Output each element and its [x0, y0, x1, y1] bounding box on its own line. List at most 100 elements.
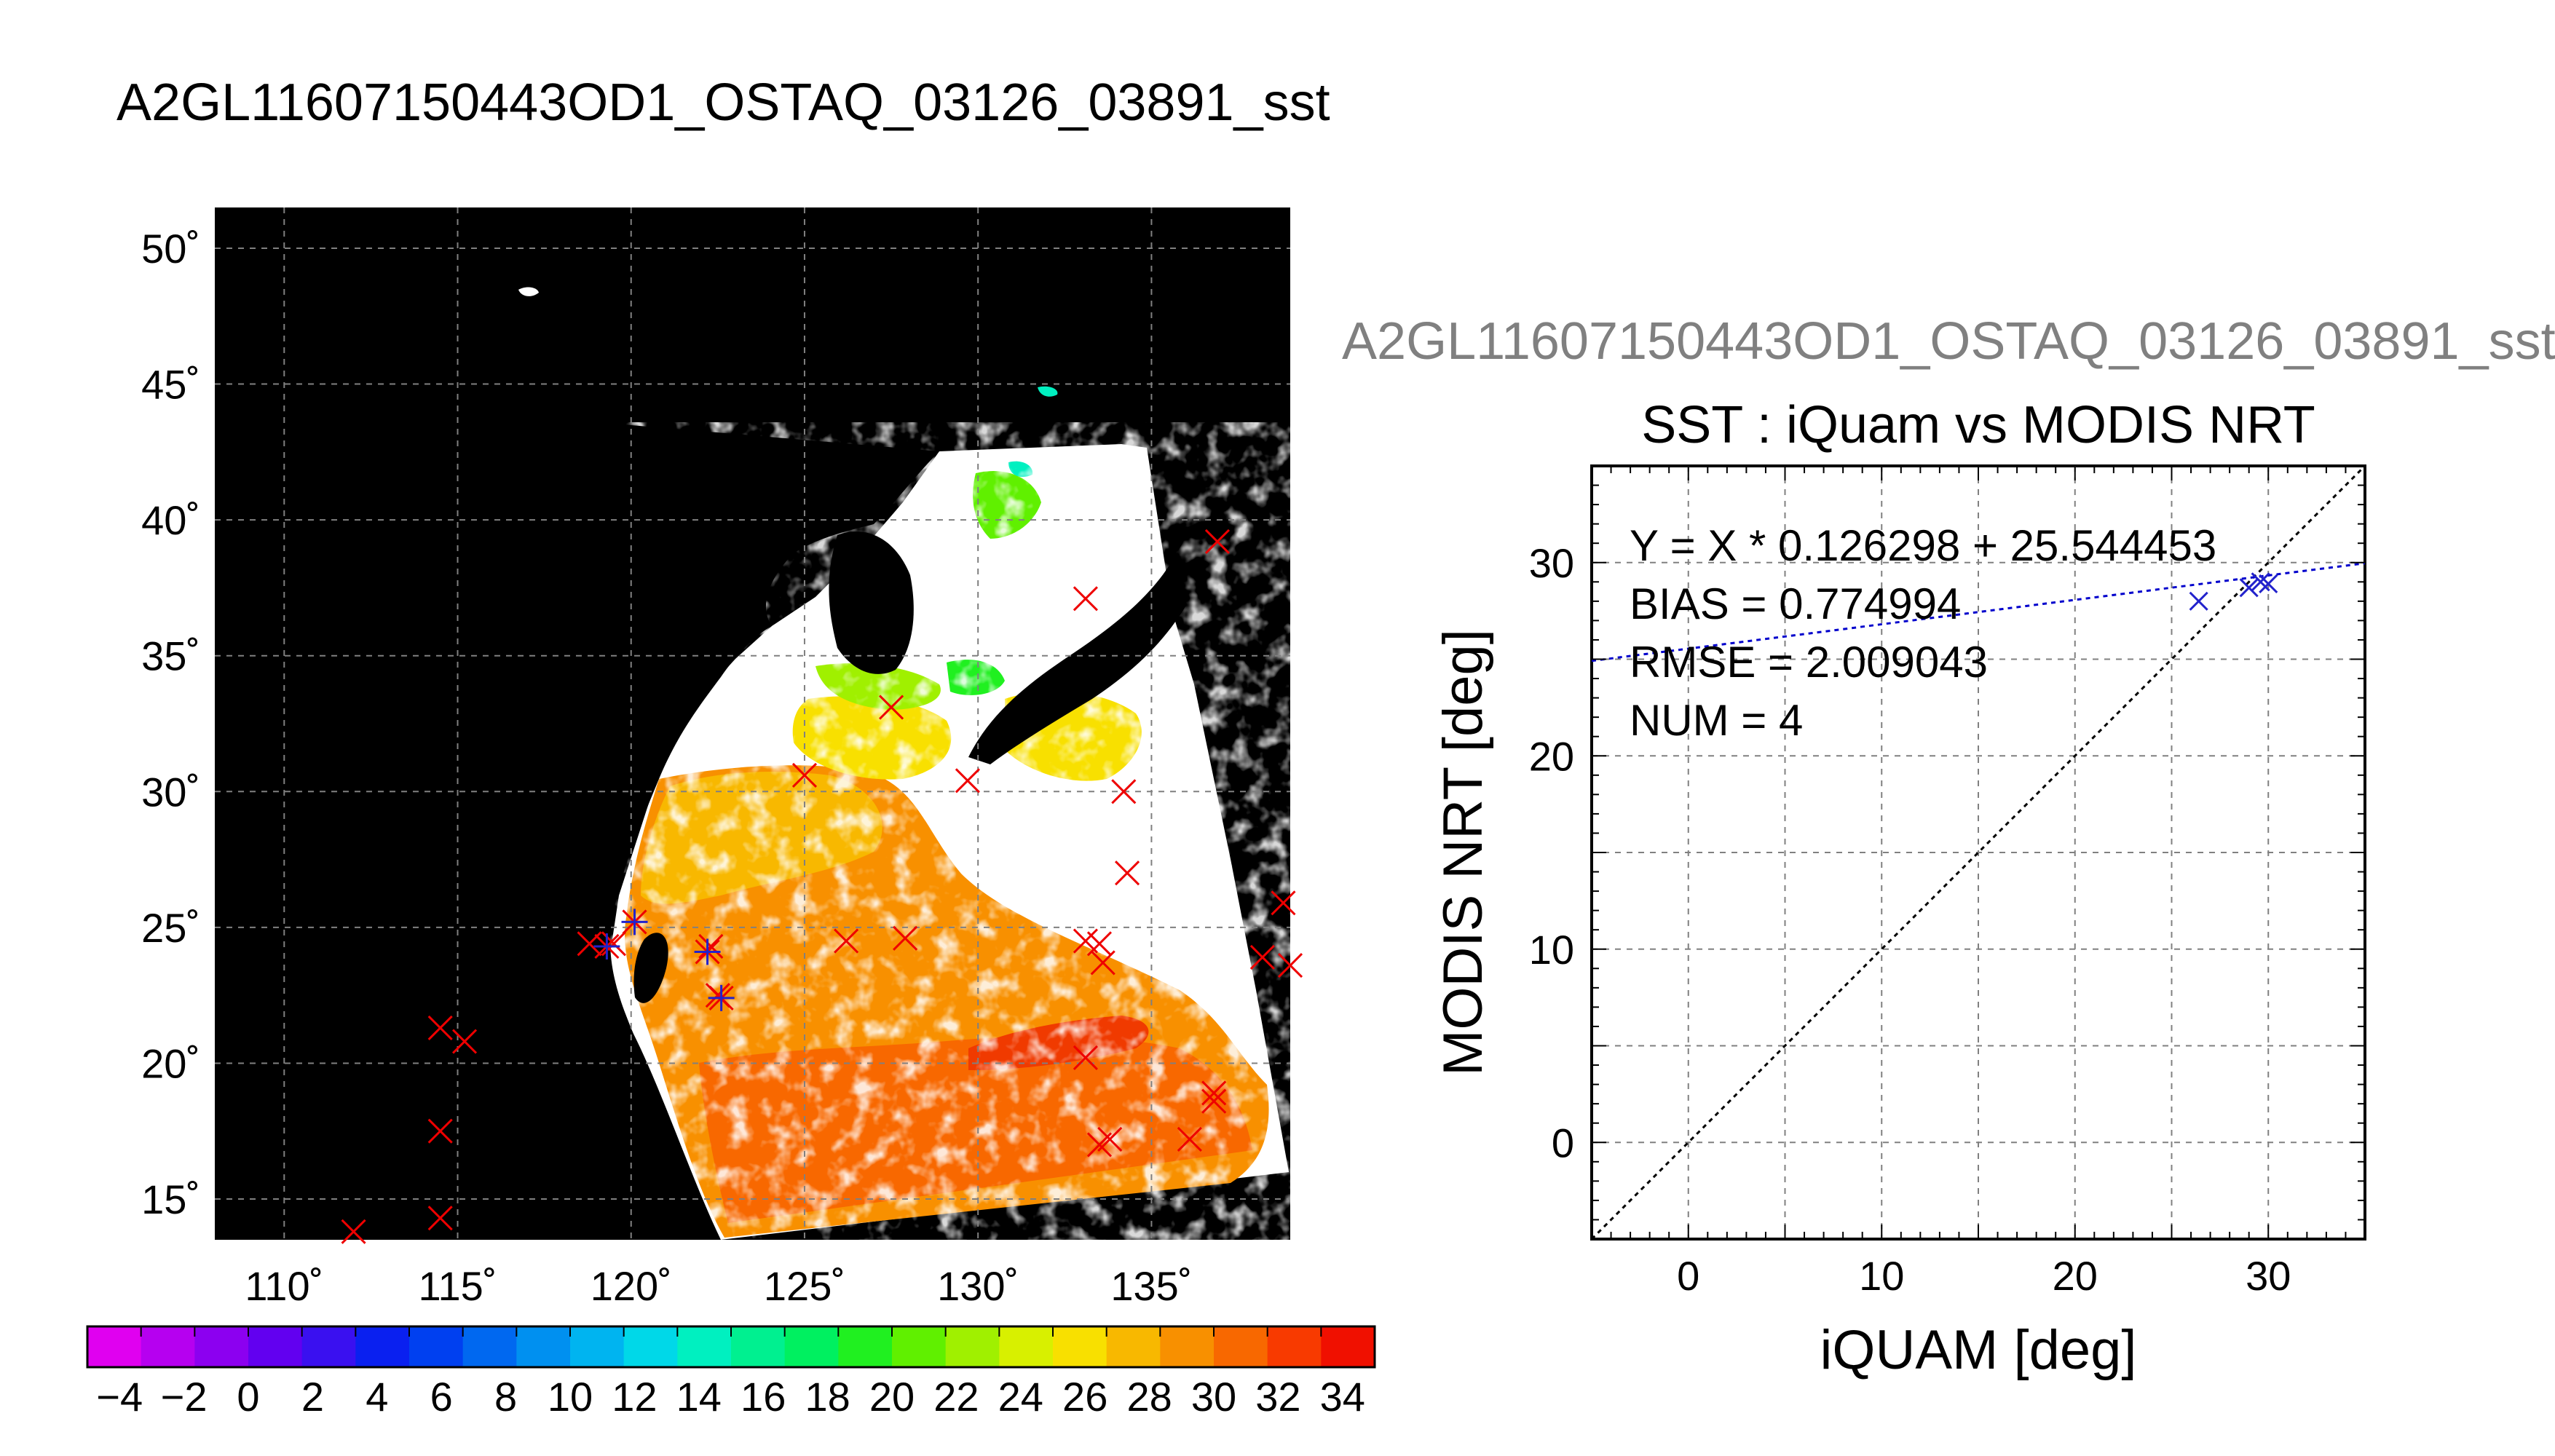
colorbar-segment	[409, 1326, 464, 1367]
iquam-point-red	[1115, 860, 1140, 886]
colorbar-segment	[516, 1326, 571, 1367]
map-x-tick-label: 130˚	[937, 1263, 1019, 1309]
iquam-point-red	[1277, 953, 1303, 978]
map-y-tick-label: 20˚	[141, 1040, 200, 1086]
iquam-point-red	[1201, 1080, 1227, 1106]
map-y-tick-label: 45˚	[141, 362, 200, 408]
scatter-point	[2251, 572, 2270, 592]
colorbar-tick-label: 30	[1191, 1374, 1236, 1420]
iquam-point-red	[451, 1029, 478, 1054]
map-x-tick-label: 110˚	[245, 1263, 323, 1309]
iquam-point-red-stroke-b	[698, 933, 724, 960]
bias-value: BIAS = 0.774994	[1630, 579, 1961, 628]
iquam-point-red	[955, 768, 980, 794]
iquam-point-red-stroke-b	[791, 762, 818, 788]
colorbar-tick-label: 6	[430, 1374, 453, 1420]
colorbar-tick-label: 34	[1320, 1374, 1365, 1420]
colorbar-segment	[141, 1326, 195, 1367]
y-axis-label: MODIS NRT [deg]	[1432, 629, 1494, 1076]
iquam-point-red-stroke-b	[1073, 586, 1098, 612]
iquam-point-red-stroke-b	[1201, 1088, 1227, 1114]
colorbar-tick-label: 16	[741, 1374, 786, 1420]
scatter-y-tick-label: 20	[1529, 733, 1574, 779]
iquam-point-red	[341, 1219, 366, 1244]
colorbar-tick-label: −2	[161, 1374, 208, 1420]
map-x-tick-label: 135˚	[1110, 1263, 1192, 1309]
map-y-tick-label: 15˚	[141, 1176, 200, 1222]
colorbar-tick-label: 22	[933, 1374, 979, 1420]
iquam-point-red	[1090, 950, 1115, 976]
iquam-point-red	[1204, 529, 1231, 555]
iquam-point-red-stroke-b	[427, 1015, 453, 1040]
iquam-point-red-stroke-b	[879, 695, 904, 720]
colorbar-segment	[1106, 1326, 1161, 1367]
colorbar-tick-label: 32	[1255, 1374, 1300, 1420]
scatter-annotations: Y = X * 0.126298 + 25.544453 BIAS = 0.77…	[1630, 521, 2216, 745]
iquam-point-red-stroke-b	[1073, 928, 1098, 954]
scatter-title: SST : iQuam vs MODIS NRT	[1641, 396, 2315, 454]
map-y-tick-label: 25˚	[141, 905, 200, 951]
iquam-point-red	[1073, 586, 1098, 612]
map-y-tick-label: 35˚	[141, 633, 200, 679]
land-china-coast	[597, 422, 772, 1240]
colorbar-segment	[462, 1326, 517, 1367]
iquam-point-red-stroke-b	[1073, 1045, 1098, 1071]
colorbar-tick-label: 2	[301, 1374, 324, 1420]
iquam-point-red	[427, 1206, 453, 1231]
colorbar-segment	[945, 1326, 1000, 1367]
colorbar-tick-label: 24	[998, 1374, 1043, 1420]
scatter-header: A2GL11607150443OD1_OSTAQ_03126_03891_sst	[1342, 312, 2555, 371]
iquam-point-red-stroke-b	[1277, 953, 1303, 978]
iquam-point-red	[1086, 1132, 1113, 1158]
map-x-tick-label: 115˚	[419, 1263, 497, 1309]
x-axis-label: iQUAM [deg]	[1820, 1319, 2136, 1381]
colorbar-segment	[355, 1326, 410, 1367]
scatter-x-tick-label: 10	[1859, 1253, 1904, 1299]
fit-line	[1592, 562, 2365, 662]
iquam-point-red	[698, 933, 724, 960]
land-west-sea-coast	[597, 422, 939, 626]
iquam-point-red-stroke-b	[1271, 890, 1296, 916]
colorbar-segment	[999, 1326, 1054, 1367]
iquam-point-red-stroke-b	[834, 928, 859, 954]
iquam-point-red	[879, 695, 904, 720]
colorbar-tick-label: 28	[1126, 1374, 1172, 1420]
matched-points-blue	[593, 909, 735, 1011]
colorbar-segment	[570, 1326, 625, 1367]
scatter-point	[2189, 591, 2208, 611]
colorbar-segment	[248, 1326, 303, 1367]
iquam-point-red	[427, 1015, 453, 1040]
scatter-x-tick-label: 0	[1677, 1253, 1699, 1299]
iquam-point-red-stroke-b	[1177, 1126, 1202, 1152]
scatter-x-tick-label: 30	[2246, 1253, 2291, 1299]
iquam-point-red-stroke-b	[1204, 529, 1231, 555]
scatter-y-tick-label: 0	[1552, 1120, 1574, 1166]
iquam-point-red-stroke-b	[955, 768, 980, 794]
sst-map: 110˚ 115˚ 120˚ 125˚ 130˚ 135˚ 15˚ 20˚ 25˚ 30˚ 35˚ 4…	[141, 207, 1303, 1309]
colorbar-segment	[1321, 1326, 1375, 1367]
iquam-point-red	[1111, 779, 1137, 804]
iquam-point-red-stroke-b	[1201, 1080, 1227, 1106]
iquam-point-red-stroke-b	[1115, 860, 1140, 886]
colorbar-segment	[301, 1326, 356, 1367]
colorbar-segment	[892, 1326, 947, 1367]
scatter-points	[2189, 572, 2278, 611]
land-korea	[829, 531, 914, 674]
scatter-point-stroke-b	[2239, 578, 2259, 598]
colorbar-segment	[677, 1326, 732, 1367]
scatter-point	[2239, 578, 2259, 598]
iquam-point-red	[834, 928, 859, 954]
page-title: A2GL11607150443OD1_OSTAQ_03126_03891_sst	[117, 74, 1330, 132]
colorbar-segment	[623, 1326, 678, 1367]
iquam-point-red	[893, 925, 918, 951]
sst-scatter-plot: A2GL11607150443OD1_OSTAQ_03126_03891_sst…	[1342, 312, 2555, 1381]
identity-line	[1592, 466, 2365, 1239]
scatter-gridlines	[1592, 466, 2365, 1239]
iquam-point-red	[1201, 1088, 1227, 1114]
colorbar-tick-label: 8	[494, 1374, 517, 1420]
map-y-tick-label: 40˚	[141, 497, 200, 543]
colorbar-segment	[87, 1326, 142, 1367]
iquam-point-red	[1073, 1045, 1098, 1071]
land-island-north-2	[1038, 386, 1058, 397]
map-y-tick-label: 50˚	[141, 226, 200, 272]
